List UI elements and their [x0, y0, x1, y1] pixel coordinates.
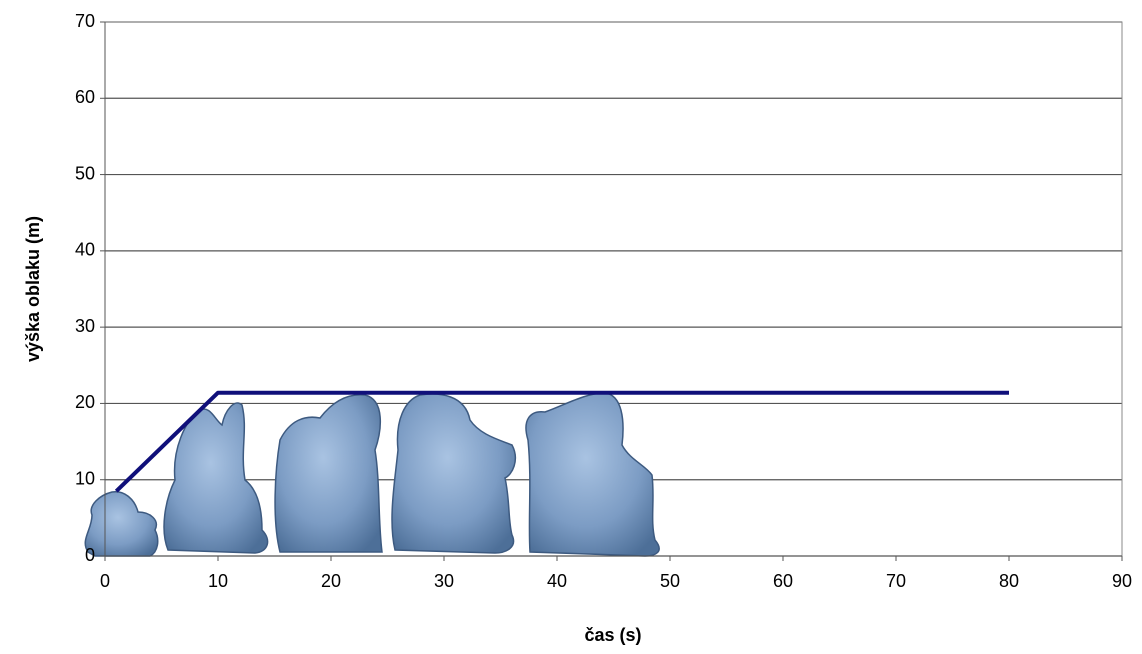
cloud — [391, 393, 517, 554]
y-axis-title: výška oblaku (m) — [23, 216, 43, 362]
cloud-illustrations — [84, 392, 660, 557]
cloud — [163, 402, 269, 554]
cloud — [525, 392, 660, 557]
y-tick-label: 0 — [85, 545, 95, 565]
y-tick-label: 30 — [75, 316, 95, 336]
cloud — [84, 491, 159, 557]
x-tick-label: 30 — [434, 571, 454, 591]
x-tick-label: 20 — [321, 571, 341, 591]
y-tick-label: 70 — [75, 11, 95, 31]
y-tick-label: 50 — [75, 163, 95, 183]
x-tick-label: 90 — [1112, 571, 1132, 591]
x-axis-title: čas (s) — [584, 625, 641, 645]
y-tick-label: 60 — [75, 87, 95, 107]
y-tick-label: 40 — [75, 240, 95, 260]
x-tick-label: 80 — [999, 571, 1019, 591]
y-tick-label: 20 — [75, 392, 95, 412]
x-tick-label: 0 — [100, 571, 110, 591]
x-tick-label: 10 — [208, 571, 228, 591]
x-tick-label: 40 — [547, 571, 567, 591]
data-line — [114, 390, 1009, 493]
cloud — [274, 394, 383, 553]
x-tick-label: 60 — [773, 571, 793, 591]
x-tick-label: 50 — [660, 571, 680, 591]
x-tick-label: 70 — [886, 571, 906, 591]
y-tick-label: 10 — [75, 468, 95, 488]
